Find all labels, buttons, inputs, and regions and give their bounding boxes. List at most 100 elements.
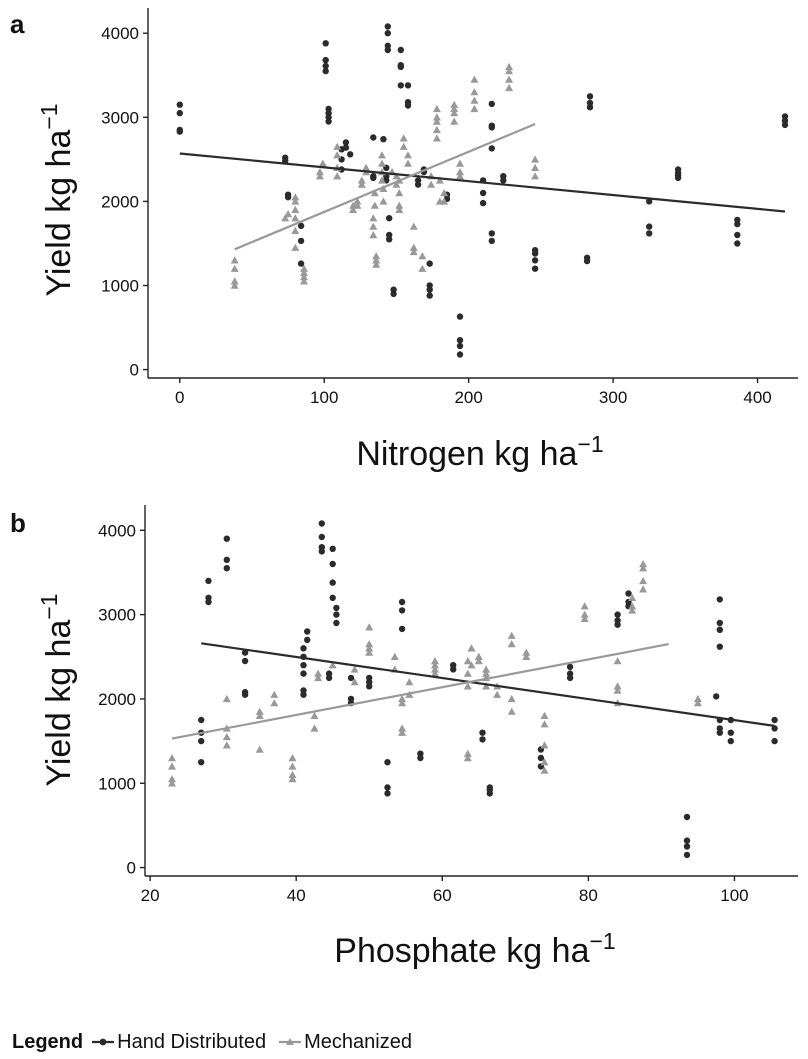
data-point-mechanized [288, 762, 297, 770]
data-point-mechanized [540, 720, 549, 728]
data-point-hand-distributed [176, 109, 183, 117]
data-point-mechanized [418, 252, 427, 260]
data-point-mechanized [431, 661, 439, 669]
data-point-mechanized [463, 682, 472, 690]
data-point-mechanized [314, 669, 323, 677]
data-point-mechanized [540, 711, 549, 719]
x-tick-label: 20 [141, 886, 160, 905]
data-point-mechanized [431, 665, 439, 673]
data-point-mechanized [333, 142, 342, 150]
x-axis-title: Phosphate kg ha−1 [334, 928, 615, 970]
x-tick-label: 60 [433, 886, 452, 905]
data-point-mechanized [693, 694, 702, 703]
data-point-hand-distributed [488, 100, 495, 108]
data-point-mechanized [613, 657, 622, 665]
data-point-hand-distributed [241, 649, 249, 656]
data-point-hand-distributed [241, 657, 249, 665]
y-tick-label: 2000 [101, 192, 139, 211]
x-tick-label: 300 [599, 388, 627, 407]
x-tick-label: 100 [310, 388, 338, 407]
data-point-mechanized [639, 560, 648, 568]
data-point-hand-distributed [456, 337, 464, 344]
data-point-mechanized [435, 176, 444, 184]
plot-area: 0 1000 2000 3000 4000 20 40 60 80 100 [98, 505, 798, 905]
data-point-hand-distributed [727, 737, 734, 745]
data-point-mechanized [291, 214, 300, 222]
x-axis-title-superscript: −1 [589, 928, 615, 954]
data-point-mechanized [350, 678, 359, 686]
data-point-mechanized [314, 673, 323, 682]
data-point-mechanized [291, 197, 300, 205]
data-point-mechanized [255, 711, 264, 719]
panel-a: a Yield kg ha−1 Nitrogen kg ha−1 0100020… [10, 8, 798, 473]
data-point-hand-distributed [537, 754, 545, 762]
data-point-mechanized [507, 694, 516, 703]
data-point-hand-distributed [404, 82, 412, 89]
y-axis-title-text: Yield kg ha [40, 130, 78, 297]
data-point-hand-distributed [176, 101, 183, 108]
y-tick-label: 4000 [101, 24, 139, 43]
data-point-mechanized [222, 694, 231, 703]
data-point-hand-distributed [586, 93, 594, 100]
data-point-mechanized [310, 724, 319, 732]
data-point-mechanized [333, 172, 342, 180]
data-point-mechanized [493, 690, 502, 698]
data-point-hand-distributed [205, 577, 212, 585]
data-point-hand-distributed [333, 604, 340, 612]
data-point-mechanized [270, 699, 279, 707]
data-point-mechanized [580, 602, 589, 610]
legend-key-hand-distributed [92, 1038, 115, 1046]
data-point-mechanized [291, 243, 300, 251]
data-point-hand-distributed [426, 260, 433, 267]
data-point-mechanized [507, 640, 516, 648]
y-tick-label: 4000 [98, 521, 136, 540]
data-point-hand-distributed [771, 737, 778, 745]
data-point-mechanized [350, 665, 359, 673]
data-point-hand-distributed [370, 174, 377, 182]
data-point-mechanized [432, 117, 441, 125]
data-point-hand-distributed [716, 626, 723, 633]
data-point-mechanized [440, 189, 449, 197]
data-point-hand-distributed [223, 556, 230, 563]
data-point-hand-distributed [347, 674, 355, 682]
data-point-hand-distributed [384, 30, 391, 37]
data-point-hand-distributed [716, 596, 723, 603]
data-point-mechanized [353, 201, 362, 209]
data-point-mechanized [450, 117, 459, 125]
data-point-mechanized [288, 775, 297, 783]
data-point-mechanized [540, 741, 549, 749]
data-point-mechanized [372, 256, 381, 264]
data-point-mechanized [222, 741, 231, 749]
data-point-hand-distributed [479, 199, 487, 207]
data-point-mechanized [398, 694, 407, 703]
data-point-hand-distributed [674, 174, 682, 182]
data-point-hand-distributed [398, 607, 406, 614]
data-point-mechanized [474, 652, 483, 660]
data-point-hand-distributed [531, 265, 539, 272]
data-point-mechanized [427, 180, 436, 188]
x-axis-title: Nitrogen kg ha−1 [356, 431, 603, 473]
data-point-hand-distributed [456, 351, 464, 358]
data-point-mechanized [378, 176, 386, 184]
data-point-mechanized [353, 197, 362, 205]
data-point-hand-distributed [586, 104, 594, 111]
data-point-hand-distributed [488, 145, 495, 152]
data-point-hand-distributed [771, 725, 778, 732]
data-point-hand-distributed [398, 598, 406, 606]
data-point-mechanized [463, 657, 472, 665]
data-point-hand-distributed [318, 533, 325, 541]
data-point-mechanized [432, 113, 441, 121]
data-point-hand-distributed [456, 342, 464, 350]
data-point-mechanized [230, 256, 239, 264]
data-point-mechanized [639, 585, 648, 593]
data-point-mechanized [369, 231, 378, 239]
y-tick-label: 3000 [98, 606, 136, 625]
data-point-mechanized [463, 754, 472, 762]
data-point-hand-distributed [223, 565, 230, 572]
trend-line-mechanized [171, 643, 669, 740]
data-point-hand-distributed [300, 670, 307, 677]
data-point-hand-distributed [223, 535, 230, 542]
data-point-mechanized [392, 180, 401, 188]
data-point-hand-distributed [333, 611, 340, 618]
data-point-mechanized [580, 610, 589, 618]
